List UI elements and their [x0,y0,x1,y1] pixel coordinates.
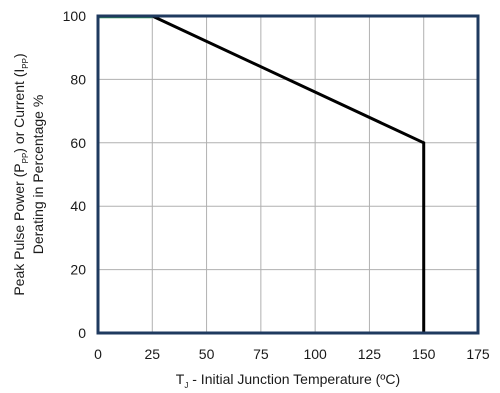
y-axis-label-part: ) [11,53,27,58]
x-tick-label: 25 [144,346,160,362]
x-tick-label: 100 [303,346,327,362]
y-axis-label: Peak Pulse Power (PPP) or Current (IPP)D… [11,53,46,295]
y-axis-label-part: ) or Current (I [11,69,27,153]
y-tick-labels: 0 20 40 60 80 100 [63,8,87,341]
y-axis-label-line1: Peak Pulse Power (PPP) or Current (IPP) [11,53,30,295]
x-tick-label: 75 [253,346,269,362]
y-tick-label: 0 [78,325,86,341]
x-tick-label: 125 [358,346,382,362]
y-axis-label-line2: Derating in Percentage % [30,95,46,255]
grid-lines [97,15,479,334]
x-tick-label: 0 [94,346,102,362]
x-axis-label-rest: - Initial Junction Temperature (ºC) [188,371,400,387]
x-axis-label-sub: J [184,381,188,390]
x-tick-label: 175 [466,346,490,362]
y-axis-label-part: Peak Pulse Power (P [11,163,27,295]
y-tick-label: 100 [63,8,87,24]
x-tick-label: 150 [412,346,436,362]
x-axis-label: TJ - Initial Junction Temperature (ºC) [176,371,400,390]
y-tick-label: 80 [70,71,86,87]
y-tick-label: 40 [70,198,86,214]
y-tick-label: 60 [70,135,86,151]
plot-frame [96,14,480,335]
y-axis-label-sub: PP [21,153,30,164]
x-tick-labels: 0 25 50 75 100 125 150 175 [94,346,490,362]
x-axis-label-main: T [176,371,185,387]
y-tick-label: 20 [70,262,86,278]
x-tick-label: 50 [199,346,215,362]
y-axis-label-sub: PP [21,58,30,69]
